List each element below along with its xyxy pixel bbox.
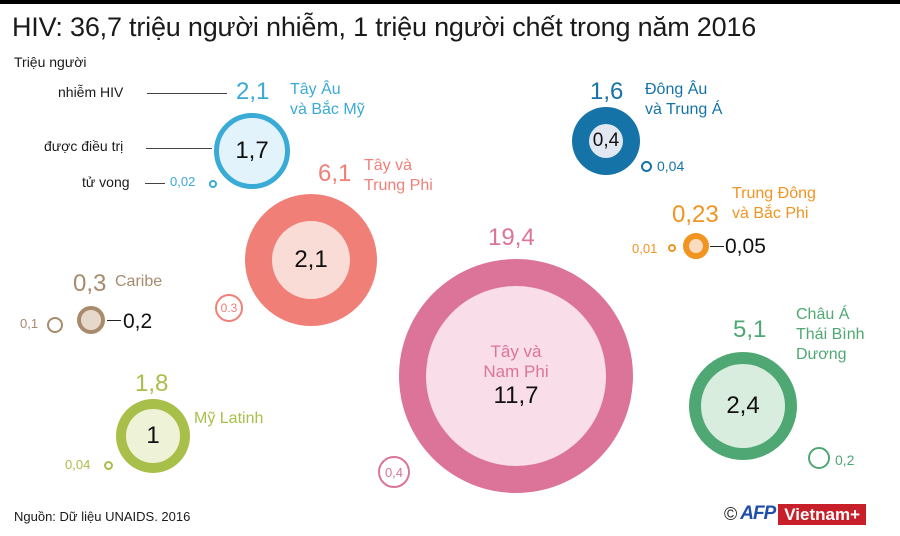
treated-value: 0,2	[123, 310, 153, 333]
region-name: Caribe	[115, 273, 163, 290]
region-name: Thái Bình	[796, 326, 865, 343]
bubble-infected: 1	[116, 399, 190, 473]
legend-infected: nhiễm HIV	[58, 84, 124, 100]
deaths-value: 0,2	[835, 452, 855, 468]
bubble-deaths	[104, 461, 113, 470]
bubble-infected: 0,4	[572, 107, 640, 175]
bubble-infected: Tây và Nam Phi 11,7	[399, 259, 633, 493]
bubble-deaths: 0.3	[215, 294, 243, 322]
bubble-infected	[77, 306, 105, 334]
region-name: Tây và	[490, 342, 542, 361]
bubble-infected: 2,1	[245, 194, 377, 326]
bubble-deaths	[668, 244, 676, 252]
infected-value: 19,4	[488, 224, 535, 251]
bubble-deaths	[209, 180, 217, 188]
deaths-value: 0,02	[170, 174, 196, 189]
region-name: và Bắc Phi	[732, 205, 809, 222]
region-name: Trung Đông	[732, 185, 816, 202]
deaths-value: 0,04	[657, 158, 685, 174]
infected-value: 6,1	[318, 160, 352, 187]
legend-line	[146, 148, 212, 149]
region-name: và Bắc Mỹ	[290, 101, 365, 118]
region-name: Châu Á	[796, 306, 850, 323]
infected-value: 5,1	[733, 316, 767, 343]
afp-logo: AFP	[740, 503, 776, 524]
treated-value: 1	[146, 422, 160, 449]
legend-deaths: tử vong	[82, 174, 130, 190]
bubble-deaths	[47, 317, 63, 333]
legend-treated: được điều trị	[44, 138, 124, 154]
treated-value: 2,1	[294, 246, 328, 273]
treated-value: 2,4	[726, 392, 760, 419]
treated-value: 0,05	[725, 235, 766, 258]
bubble-treated: 2,4	[701, 364, 785, 448]
bubble-infected	[683, 233, 709, 259]
legend-line	[147, 93, 227, 94]
region-name: Mỹ Latinh	[194, 410, 264, 427]
bubble-treated: Tây và Nam Phi 11,7	[426, 286, 606, 466]
infected-value: 1,8	[135, 370, 169, 397]
bubble-deaths: 0,4	[378, 456, 410, 488]
deaths-value: 0,04	[65, 457, 91, 472]
page-title: HIV: 36,7 triệu người nhiễm, 1 triệu ngư…	[12, 12, 757, 42]
bubble-treated: 1	[126, 409, 180, 463]
legend-line	[145, 183, 165, 184]
region-name: Trung Phi	[364, 177, 433, 194]
region-name: Tây Âu	[290, 81, 341, 98]
region-name: Tây và	[364, 157, 413, 174]
region-name: và Trung Á	[645, 101, 723, 118]
copyright-symbol: ©	[724, 503, 738, 524]
bubble-treated: 2,1	[272, 221, 350, 299]
top-bar	[0, 0, 900, 4]
treated-value: 1,7	[235, 137, 269, 164]
deaths-value: 0.3	[220, 301, 238, 315]
connector-line	[710, 246, 724, 247]
infected-value: 0,23	[672, 201, 719, 228]
bubble-treated: 0,4	[589, 124, 623, 158]
bubble-deaths	[641, 161, 652, 172]
region-name: Nam Phi	[483, 362, 549, 381]
infected-value: 0,3	[73, 270, 107, 297]
source-note: Nguồn: Dữ liệu UNAIDS. 2016	[14, 509, 191, 524]
deaths-value: 0,4	[384, 464, 404, 480]
infected-value: 2,1	[236, 78, 270, 105]
credit-logo: © AFP Vietnam+	[724, 503, 867, 525]
vietnamplus-logo: Vietnam+	[778, 503, 867, 525]
region-name: Dương	[796, 346, 847, 363]
bubble-infected: 1,7	[214, 113, 290, 189]
deaths-value: 0,01	[632, 241, 658, 256]
bubble-deaths	[808, 447, 830, 469]
treated-value: 11,7	[493, 382, 539, 409]
treated-value: 0,4	[592, 130, 620, 151]
region-name: Đông Âu	[645, 81, 708, 98]
bubble-infected: 2,4	[689, 352, 797, 460]
deaths-value: 0,1	[20, 316, 39, 331]
connector-line	[107, 320, 121, 321]
infected-value: 1,6	[590, 78, 624, 105]
unit-label: Triệu người	[14, 54, 87, 70]
